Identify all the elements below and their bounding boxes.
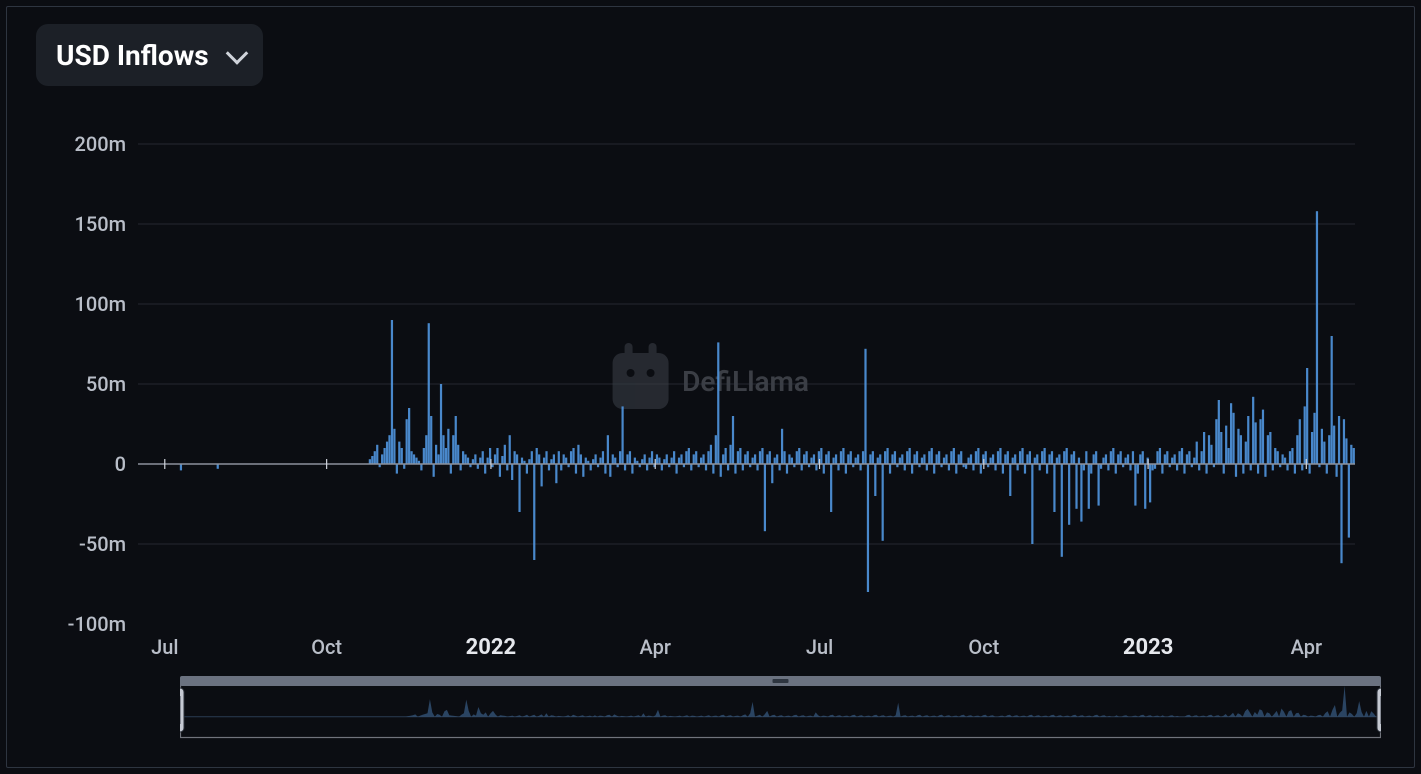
svg-text:Apr: Apr [1291, 635, 1322, 659]
svg-text:Jul: Jul [151, 635, 178, 659]
chevron-down-icon [225, 42, 248, 65]
svg-text:Jul: Jul [806, 635, 833, 659]
svg-text:2023: 2023 [1123, 635, 1174, 660]
svg-text:200m: 200m [74, 132, 126, 156]
inflows-chart[interactable]: DefiLlama -100m-50m050m100m150m200mJulOc… [60, 120, 1361, 664]
svg-text:Oct: Oct [968, 635, 999, 659]
chart-svg: -100m -50m 0 50m 100m 150m 200m Jul Oct 2022 Apr Ju… [60, 120, 1361, 664]
svg-text:150m: 150m [74, 212, 126, 236]
svg-text:-100m: -100m [68, 612, 126, 636]
svg-text:100m: 100m [74, 292, 126, 316]
metric-dropdown-label: USD Inflows [56, 39, 209, 72]
svg-text:50m: 50m [86, 372, 126, 396]
time-brush[interactable] [180, 676, 1381, 740]
svg-text:Oct: Oct [311, 635, 342, 659]
svg-text:Apr: Apr [640, 635, 671, 659]
svg-text:0: 0 [115, 452, 126, 476]
brush-svg [180, 676, 1381, 740]
svg-text:-50m: -50m [79, 532, 126, 556]
svg-text:2022: 2022 [466, 635, 517, 660]
metric-dropdown[interactable]: USD Inflows [36, 24, 263, 86]
